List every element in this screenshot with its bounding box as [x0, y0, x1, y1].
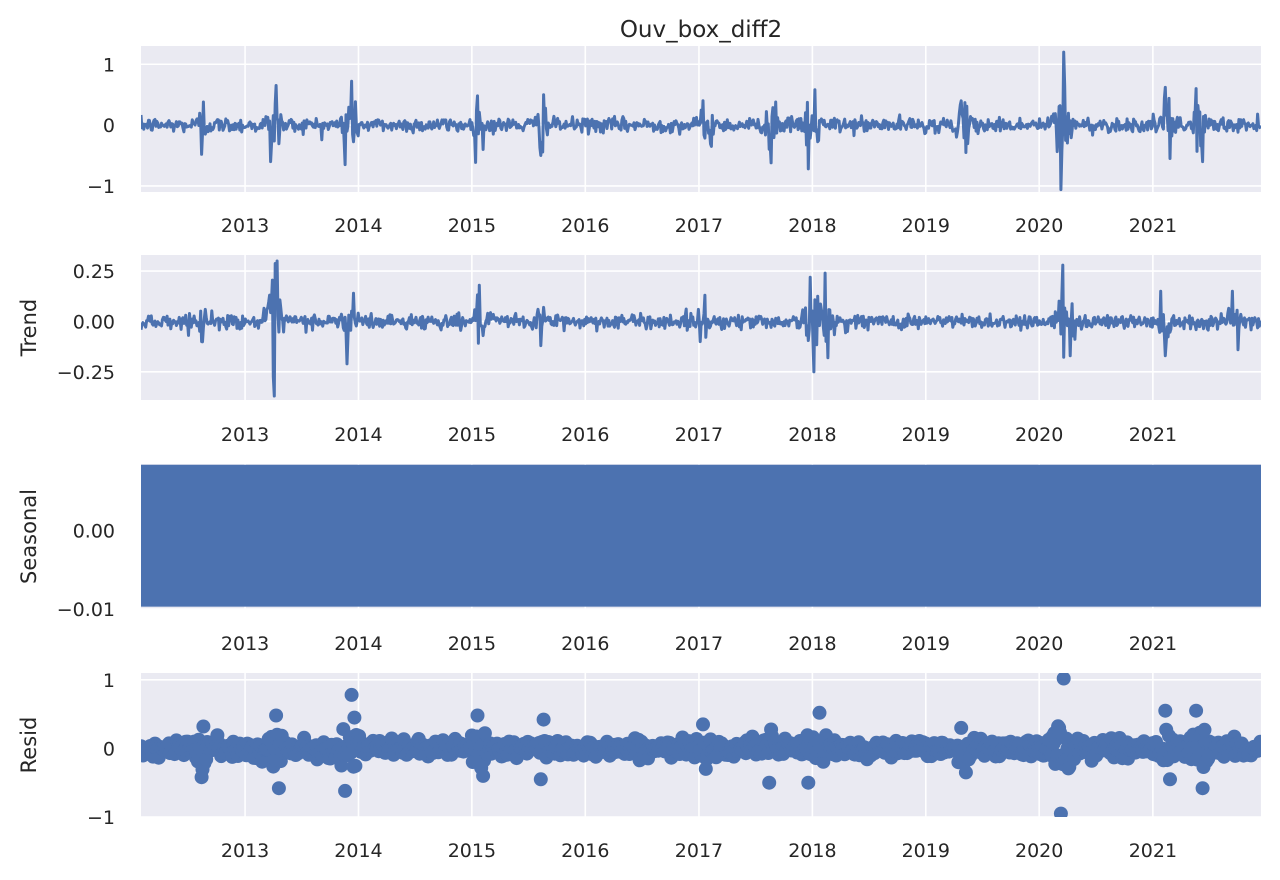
- x-tick-label: 2021: [1129, 215, 1177, 237]
- resid-point: [958, 765, 973, 780]
- y-tick-label: −1: [87, 176, 115, 198]
- resid-point: [1056, 673, 1071, 686]
- x-tick-label: 2013: [221, 215, 269, 237]
- resid-point: [348, 758, 363, 773]
- x-tick-label: 2018: [788, 840, 836, 862]
- series-layer: [141, 50, 1261, 192]
- resid-point: [533, 772, 548, 787]
- resid-point: [1053, 806, 1068, 817]
- series-line: [141, 259, 1261, 398]
- x-tick-label: 2018: [788, 424, 836, 446]
- resid-point: [476, 768, 491, 783]
- series-layer: [141, 464, 1261, 607]
- resid-point: [196, 719, 211, 734]
- x-tick-label: 2016: [561, 840, 609, 862]
- x-tick-label: 2013: [221, 424, 269, 446]
- panel-3: 2013 2014 2015 2016 2017 2018 2019 2020 2021 0.00…: [17, 464, 1261, 655]
- y-tick-label: 1: [103, 670, 115, 692]
- x-tick-label: 2020: [1015, 633, 1063, 655]
- x-tick-label: 2016: [561, 215, 609, 237]
- y-tick-label: −0.01: [57, 599, 115, 621]
- resid-point: [1197, 722, 1212, 737]
- x-tick-label: 2014: [334, 424, 382, 446]
- x-tick-label: 2019: [902, 215, 950, 237]
- panel-4: 2013 2014 2015 2016 2017 2018 2019 2020 2021 1 0 −1…: [17, 670, 1261, 862]
- resid-point: [762, 775, 777, 790]
- x-tick-label: 2019: [902, 424, 950, 446]
- x-tick-label: 2014: [334, 633, 382, 655]
- resid-point: [1189, 703, 1204, 718]
- x-tick-label: 2016: [561, 633, 609, 655]
- resid-point: [801, 775, 816, 790]
- y-tick-label: 0: [103, 115, 115, 137]
- x-tick-label: 2020: [1015, 215, 1063, 237]
- resid-point: [696, 717, 710, 732]
- y-tick-label: 0.25: [73, 261, 115, 283]
- x-tick-label: 2013: [221, 633, 269, 655]
- resid-point: [271, 781, 286, 796]
- y-tick-label: −0.25: [57, 362, 115, 384]
- resid-point: [1163, 772, 1177, 787]
- resid-point: [1158, 703, 1173, 718]
- y-axis-label: Seasonal: [17, 489, 41, 584]
- x-tick-label: 2019: [902, 633, 950, 655]
- y-tick-label: 1: [103, 54, 115, 76]
- y-axis-label: Trend: [17, 299, 41, 357]
- y-tick-label: 0.00: [73, 311, 115, 333]
- x-tick-label: 2015: [448, 633, 496, 655]
- panel-2: 2013 2014 2015 2016 2017 2018 2019 2020 2021 0.25…: [17, 255, 1261, 446]
- x-tick-label: 2014: [334, 215, 382, 237]
- x-tick-label: 2020: [1015, 424, 1063, 446]
- x-tick-label: 2020: [1015, 840, 1063, 862]
- series-line: [141, 50, 1261, 192]
- y-tick-label: 0.00: [73, 521, 115, 543]
- seasonal-band: [141, 464, 1261, 607]
- y-axis-label: Resid: [17, 717, 41, 774]
- x-tick-label: 2019: [902, 840, 950, 862]
- resid-point: [343, 745, 358, 760]
- resid-point: [344, 687, 359, 702]
- x-tick-label: 2021: [1129, 840, 1177, 862]
- series-layer: [141, 259, 1261, 398]
- chart-title: Ouv_box_diff2: [620, 17, 782, 43]
- resid-point: [536, 712, 551, 727]
- x-tick-label: 2017: [675, 424, 723, 446]
- resid-point: [347, 710, 362, 725]
- x-tick-label: 2015: [448, 840, 496, 862]
- resid-point: [954, 720, 969, 735]
- x-tick-label: 2021: [1129, 424, 1177, 446]
- resid-point: [1195, 781, 1210, 796]
- resid-point: [269, 708, 284, 723]
- x-tick-label: 2018: [788, 215, 836, 237]
- resid-point: [477, 726, 492, 741]
- x-tick-label: 2017: [675, 215, 723, 237]
- x-tick-label: 2017: [675, 633, 723, 655]
- x-tick-label: 2014: [334, 840, 382, 862]
- series-layer: [141, 673, 1261, 817]
- x-tick-label: 2018: [788, 633, 836, 655]
- x-tick-label: 2015: [448, 424, 496, 446]
- resid-point: [338, 783, 353, 798]
- panel-1: 2013 2014 2015 2016 2017 2018 2019 2020 2021 1 0 −1…: [87, 17, 1261, 237]
- y-tick-label: 0: [103, 738, 115, 760]
- x-tick-label: 2021: [1129, 633, 1177, 655]
- y-tick-label: −1: [87, 807, 115, 829]
- x-tick-label: 2015: [448, 215, 496, 237]
- x-tick-label: 2013: [221, 840, 269, 862]
- x-tick-label: 2017: [675, 840, 723, 862]
- resid-point: [1253, 734, 1261, 749]
- resid-point: [470, 708, 485, 723]
- x-tick-label: 2016: [561, 424, 609, 446]
- resid-point: [812, 705, 827, 720]
